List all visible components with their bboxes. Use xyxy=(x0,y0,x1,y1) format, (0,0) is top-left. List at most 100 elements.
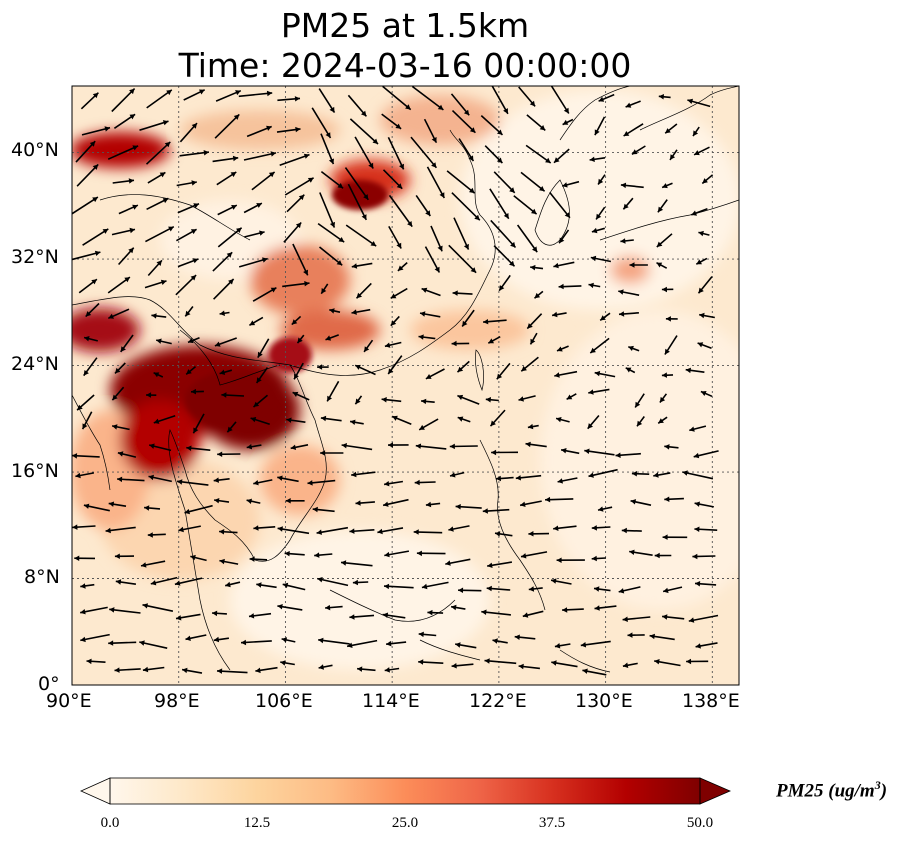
wind-arrow-head xyxy=(91,279,97,285)
wind-arrow-head xyxy=(214,498,220,504)
wind-arrow-head xyxy=(89,141,96,147)
wind-arrow-head xyxy=(277,475,283,481)
wind-arrow-head xyxy=(654,552,660,559)
wind-arrow-head xyxy=(682,470,688,476)
wind-arrow-shaft xyxy=(388,194,413,228)
wind-arrow-head xyxy=(191,180,197,186)
wind-arrow-shaft xyxy=(217,227,243,248)
wind-arrow-shaft xyxy=(214,113,240,139)
wind-arrow-head xyxy=(600,315,606,321)
wind-arrow-head xyxy=(451,340,457,347)
lat-tick-0: 0° xyxy=(38,673,60,695)
wind-arrow-head xyxy=(418,659,424,665)
wind-arrow-head xyxy=(656,262,663,268)
wind-arrow-head xyxy=(277,526,283,532)
wind-arrow-head xyxy=(457,394,464,400)
wind-arrow-shaft xyxy=(72,251,101,261)
wind-arrow-head xyxy=(336,260,343,266)
wind-arrow-head xyxy=(553,262,559,269)
wind-arrow-head xyxy=(631,471,637,477)
wind-arrow-head xyxy=(685,367,691,374)
wind-arrow-head xyxy=(351,471,357,478)
wind-arrow-head xyxy=(469,127,476,133)
wind-arrow-head xyxy=(253,480,259,486)
wind-arrow-head xyxy=(658,418,664,424)
wind-arrow-shaft xyxy=(109,608,141,614)
wind-arrow-head xyxy=(146,392,152,398)
wind-arrow-head xyxy=(92,92,99,99)
wind-arrow-head xyxy=(539,186,545,192)
wind-arrow-head xyxy=(381,397,387,403)
wind-arrow-shaft xyxy=(277,527,310,535)
wind-arrow-head xyxy=(656,241,663,247)
wind-arrow-head xyxy=(349,528,355,534)
wind-arrow-head xyxy=(174,580,181,586)
wind-arrow-head xyxy=(620,182,627,189)
wind-arrow-head xyxy=(349,614,355,620)
wind-arrow-head xyxy=(219,310,225,316)
wind-arrow-head xyxy=(147,532,153,538)
wind-arrow-head xyxy=(491,449,497,456)
wind-arrow-head xyxy=(528,531,534,537)
wind-arrow-head xyxy=(384,481,390,487)
wind-arrow-head xyxy=(303,269,308,276)
wind-arrow-head xyxy=(591,525,597,531)
gridlines xyxy=(72,86,739,685)
wind-arrow-head xyxy=(384,342,391,348)
wind-arrow-head xyxy=(618,588,625,594)
wind-arrow-head xyxy=(448,526,454,532)
wind-arrow-head xyxy=(83,370,89,376)
wind-arrow-head xyxy=(392,415,398,421)
wind-arrow-head xyxy=(221,392,227,398)
wind-arrow-head xyxy=(262,257,268,263)
wind-arrow-head xyxy=(236,227,242,233)
wind-arrow-head xyxy=(470,267,477,273)
wind-arrow-head xyxy=(386,640,392,647)
wind-arrow-head xyxy=(304,281,310,287)
wind-arrow-head xyxy=(486,585,492,592)
wind-arrow-head xyxy=(455,504,461,510)
wind-arrow-head xyxy=(80,583,86,589)
wind-arrow-head xyxy=(413,529,419,535)
wind-arrow-head xyxy=(317,364,323,370)
wind-arrow-head xyxy=(534,292,541,299)
wind-arrow-head xyxy=(361,110,367,117)
wind-arrow-head xyxy=(290,444,297,450)
wind-arrow-shaft xyxy=(318,639,350,645)
wind-arrow-head xyxy=(654,659,660,665)
wind-arrow-head xyxy=(74,555,80,561)
wind-arrow-head xyxy=(77,404,83,411)
wind-arrow-head xyxy=(556,557,562,563)
wind-arrow-head xyxy=(420,311,426,317)
wind-arrow-head xyxy=(590,347,596,353)
wind-arrow-head xyxy=(177,479,183,485)
wind-arrow-head xyxy=(405,104,411,110)
wind-arrow-shaft xyxy=(346,639,378,648)
wind-arrow-head xyxy=(621,527,627,534)
wind-arrow-head xyxy=(321,288,327,294)
wind-arrow-head xyxy=(256,377,262,383)
wind-arrow-head xyxy=(214,341,221,347)
wind-arrow-head xyxy=(552,311,558,318)
lat-tick-8: 8°N xyxy=(24,566,60,588)
wind-arrow-head xyxy=(527,323,533,329)
wind-arrow-shaft xyxy=(279,153,310,166)
wind-arrow-head xyxy=(253,525,259,531)
wind-arrow-head xyxy=(587,423,593,429)
wind-arrow-head xyxy=(514,634,520,640)
wind-arrow-shaft xyxy=(580,640,611,647)
wind-arrow-head xyxy=(416,550,422,557)
wind-arrow-head xyxy=(303,153,310,159)
wind-arrow-head xyxy=(594,129,600,136)
wind-arrow-head xyxy=(695,581,701,587)
wind-arrow-shaft xyxy=(387,136,405,170)
wind-arrow-head xyxy=(72,524,78,530)
wind-arrow-head xyxy=(259,230,265,236)
wind-arrow-shaft xyxy=(145,141,171,165)
wind-arrow-head xyxy=(307,177,314,183)
wind-arrow-head xyxy=(469,187,475,194)
wind-arrow-head xyxy=(233,114,240,120)
wind-arrow-head xyxy=(109,607,115,613)
wind-arrow-head xyxy=(628,345,634,351)
